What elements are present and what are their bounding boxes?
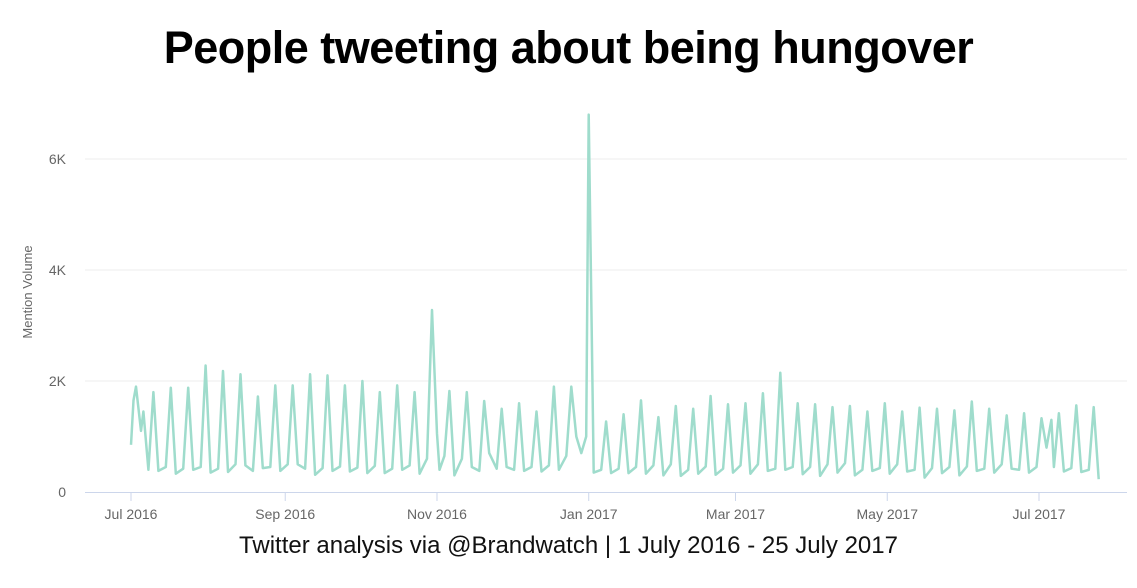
y-tick-label: 0 bbox=[58, 484, 66, 500]
y-tick-label: 6K bbox=[49, 151, 67, 167]
x-tick-label: Nov 2016 bbox=[407, 506, 467, 522]
x-tick-label: Jul 2017 bbox=[1013, 506, 1066, 522]
x-tick-label: May 2017 bbox=[857, 506, 919, 522]
y-tick-label: 2K bbox=[49, 373, 67, 389]
y-tick-label: 4K bbox=[49, 262, 67, 278]
chart-subtitle: Twitter analysis via @Brandwatch | 1 Jul… bbox=[239, 532, 898, 559]
y-axis-label: Mention Volume bbox=[20, 245, 35, 338]
x-tick-label: Jul 2016 bbox=[105, 506, 158, 522]
chart-title: People tweeting about being hungover bbox=[163, 22, 974, 73]
series-line bbox=[129, 113, 1100, 480]
x-tick-label: Sep 2016 bbox=[255, 506, 315, 522]
x-tick-label: Jan 2017 bbox=[560, 506, 618, 522]
x-tick-label: Mar 2017 bbox=[706, 506, 765, 522]
